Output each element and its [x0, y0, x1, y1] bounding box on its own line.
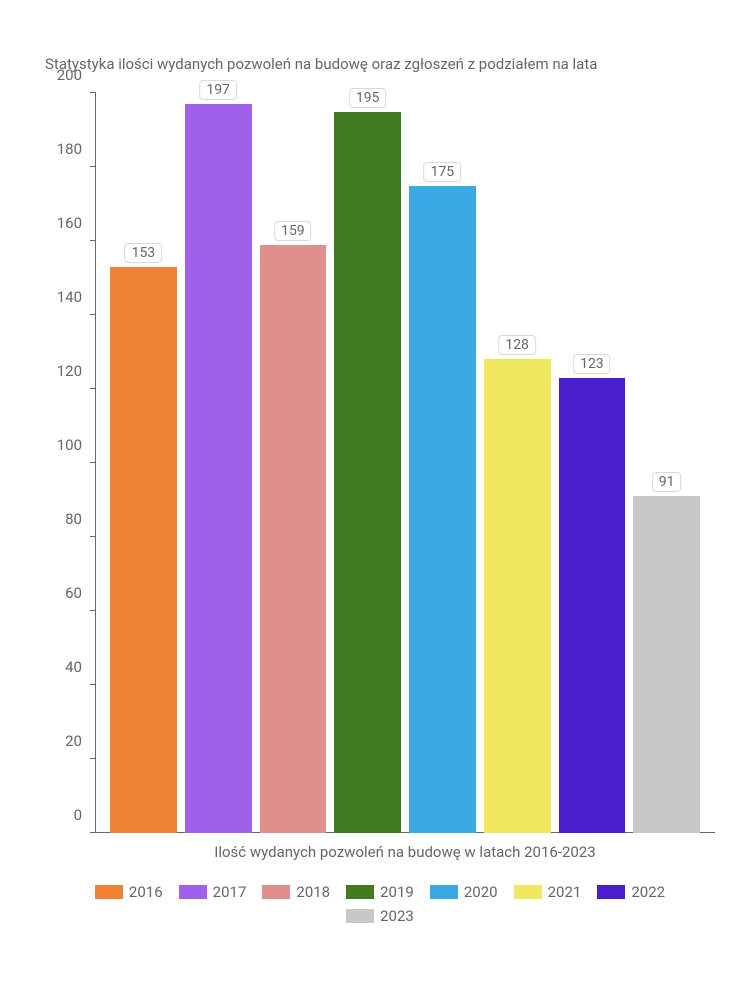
chart-title: Statystyka ilości wydanych pozwoleń na b… — [45, 55, 715, 73]
plot-area: 020406080100120140160180200 153197159195… — [95, 93, 715, 883]
legend-label: 2018 — [296, 883, 330, 901]
legend-swatch — [346, 885, 374, 899]
bar-2022: 123 — [559, 378, 626, 833]
y-tick-label: 180 — [57, 140, 82, 158]
y-tick-label: 140 — [57, 288, 82, 306]
legend-label: 2017 — [213, 883, 247, 901]
legend-swatch — [95, 885, 123, 899]
bar-value-label: 175 — [424, 162, 462, 182]
y-tick-label: 60 — [65, 584, 82, 602]
bars-container: 15319715919517512812391 — [110, 93, 700, 833]
bar-value-label: 128 — [498, 335, 536, 355]
legend-label: 2016 — [129, 883, 163, 901]
y-axis: 020406080100120140160180200 — [45, 93, 90, 833]
bar-2023: 91 — [633, 496, 700, 833]
bar-value-label: 195 — [349, 88, 387, 108]
bar-value-label: 91 — [652, 472, 682, 492]
legend-item-2018: 2018 — [262, 883, 330, 901]
legend-item-2016: 2016 — [95, 883, 163, 901]
y-tick-label: 0 — [74, 806, 82, 824]
legend-swatch — [430, 885, 458, 899]
bar-value-label: 153 — [125, 243, 163, 263]
bar-2017: 197 — [185, 104, 252, 833]
y-tick-label: 200 — [57, 66, 82, 84]
bar-2016: 153 — [110, 267, 177, 833]
bar-2020: 175 — [409, 186, 476, 834]
y-tick-label: 80 — [65, 510, 82, 528]
y-tick-label: 100 — [57, 436, 82, 454]
bar-value-label: 159 — [274, 221, 312, 241]
legend-item-2021: 2021 — [514, 883, 582, 901]
legend-label: 2019 — [380, 883, 414, 901]
legend-swatch — [262, 885, 290, 899]
legend-swatch — [597, 885, 625, 899]
legend-swatch — [514, 885, 542, 899]
legend-item-2017: 2017 — [179, 883, 247, 901]
y-tick-label: 160 — [57, 214, 82, 232]
y-tick-label: 20 — [65, 732, 82, 750]
bar-2018: 159 — [260, 245, 327, 833]
legend-item-2022: 2022 — [597, 883, 665, 901]
legend-item-2019: 2019 — [346, 883, 414, 901]
bar-2019: 195 — [334, 112, 401, 834]
bar-chart: Statystyka ilości wydanych pozwoleń na b… — [45, 55, 715, 965]
bar-2021: 128 — [484, 359, 551, 833]
legend-label: 2022 — [631, 883, 665, 901]
legend-swatch — [179, 885, 207, 899]
legend-label: 2021 — [548, 883, 582, 901]
legend-item-2020: 2020 — [430, 883, 498, 901]
legend-swatch — [346, 909, 374, 923]
legend-label: 2023 — [380, 907, 414, 925]
bar-value-label: 197 — [199, 80, 237, 100]
legend-item-2023: 2023 — [346, 907, 414, 925]
bar-value-label: 123 — [573, 354, 611, 374]
y-axis-line — [95, 93, 96, 833]
y-tick-label: 40 — [65, 658, 82, 676]
y-tick-label: 120 — [57, 362, 82, 380]
legend: 2016 2017 2018 2019 2020 2021 2022 2023 — [45, 883, 715, 925]
legend-label: 2020 — [464, 883, 498, 901]
x-axis-label: Ilość wydanych pozwoleń na budowę w lata… — [95, 843, 715, 861]
